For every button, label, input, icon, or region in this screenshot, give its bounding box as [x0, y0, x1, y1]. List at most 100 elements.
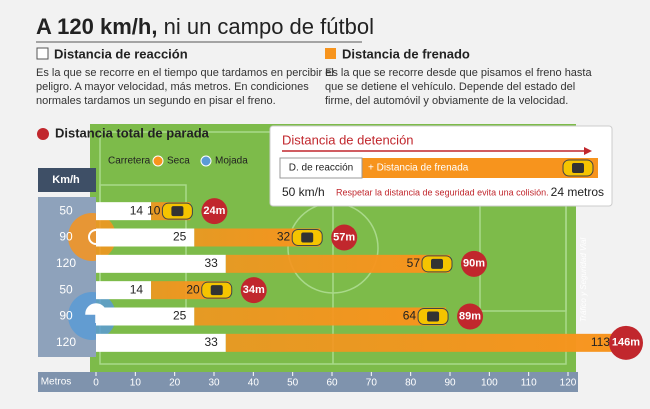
condition-label: Mojada	[215, 156, 248, 167]
legend-label: Distancia total de parada	[55, 125, 210, 140]
value-label: 20	[186, 282, 200, 296]
wet-icon-bg	[68, 292, 116, 340]
header-cell	[38, 168, 96, 192]
total-badge	[201, 198, 228, 225]
value-label: 10	[147, 203, 161, 217]
x-tick-label: 30	[208, 378, 220, 389]
total-label: 34m	[243, 284, 265, 296]
road-label: Carretera	[108, 156, 151, 167]
car	[161, 202, 193, 220]
total-badge	[240, 277, 267, 304]
dry-icon-bg	[68, 213, 116, 261]
x-tick-label: 40	[248, 378, 260, 389]
value-label: 32	[277, 230, 291, 244]
car-window	[427, 311, 440, 322]
description: peligro. A mayor velocidad, más metros. …	[36, 81, 309, 93]
bar	[96, 307, 195, 326]
x-tick-label: 90	[444, 378, 456, 389]
bar	[96, 228, 195, 247]
example-arrowhead	[584, 147, 592, 155]
x-tick-label: 60	[326, 378, 338, 389]
bar	[225, 254, 450, 273]
car	[291, 229, 323, 246]
value-label: 33	[204, 256, 218, 270]
value-label: 113	[591, 335, 610, 349]
example-speed: 50 km/h	[282, 185, 325, 199]
value-label: 25	[173, 230, 187, 244]
x-axis-label: Metros	[41, 377, 72, 388]
title-bold: A 120 km/h,	[36, 14, 157, 39]
value-label: 14	[130, 282, 144, 296]
y-tick-label: 90	[59, 230, 73, 244]
legend-swatch	[37, 128, 49, 140]
value-label: 25	[173, 309, 187, 323]
bar	[225, 333, 641, 352]
value-label: 14	[130, 203, 144, 217]
legend-label: Distancia de frenado	[342, 46, 470, 61]
car	[421, 255, 453, 273]
x-tick-label: 70	[366, 378, 378, 389]
bar	[96, 281, 152, 300]
total-badge	[331, 224, 358, 251]
total-badge	[461, 250, 487, 277]
x-tick-label: 80	[405, 378, 417, 389]
example-result: 24 metros	[551, 185, 604, 199]
bar	[96, 202, 152, 221]
value-label: 33	[204, 335, 218, 349]
y-tick-label: 120	[56, 256, 76, 270]
description: Es la que se recorre desde que pisamos e…	[325, 67, 592, 79]
example-title: Distancia de detención	[282, 132, 414, 147]
value-label: 57	[407, 256, 421, 270]
example-note: Respetar la distancia de seguridad evita…	[336, 187, 549, 197]
chart-title: A 120 km/h, ni un campo de fútbol	[36, 14, 374, 39]
legend-swatch	[325, 48, 336, 59]
dry-swatch	[152, 155, 164, 167]
y-tick-label: 120	[56, 335, 76, 349]
title-rest: ni un campo de fútbol	[164, 14, 374, 39]
description: Es la que se recorre en el tiempo que ta…	[36, 67, 334, 79]
total-label: 89m	[459, 310, 481, 322]
y-axis-label: Km/h	[52, 174, 80, 186]
car-window	[431, 258, 443, 269]
legend-label: Distancia de reacción	[54, 46, 188, 61]
axis-strip	[38, 372, 578, 392]
total-badge	[457, 303, 484, 330]
car	[417, 308, 449, 325]
total-label: 146m	[612, 337, 640, 349]
x-tick-label: 110	[521, 378, 537, 389]
example-reaction-bar	[279, 157, 363, 179]
y-tick-label: 50	[59, 282, 73, 296]
wet-swatch	[200, 155, 212, 167]
x-tick-label: 10	[130, 378, 142, 389]
x-tick-label: 20	[169, 378, 181, 389]
bar	[96, 254, 226, 273]
source: Tráfico y Seguridad Vial	[579, 238, 588, 322]
bar	[194, 228, 321, 247]
total-label: 90m	[463, 258, 485, 270]
value-label: 64	[403, 309, 417, 323]
x-tick-label: 120	[560, 378, 577, 389]
example-braking: + Distancia de frenada	[368, 163, 469, 174]
x-tick-label: 50	[287, 378, 299, 389]
total-label: 57m	[333, 231, 355, 243]
example-reaction: D. de reacción	[289, 163, 353, 174]
y-tick-label: 90	[59, 309, 73, 323]
total-label: 24m	[203, 205, 225, 217]
car-window	[210, 285, 223, 296]
car-window	[171, 206, 184, 217]
description: normales tardamos un segundo en pisar el…	[36, 95, 276, 107]
car	[562, 159, 594, 177]
car-window	[301, 232, 314, 243]
description: firme, del automóvil y obviamente de la …	[325, 95, 568, 107]
condition-label: Seca	[167, 156, 190, 167]
description: que se detiene el vehículo. Depende del …	[325, 81, 575, 93]
y-tick-label: 50	[59, 203, 73, 217]
total-badge	[609, 325, 643, 360]
x-tick-label: 100	[481, 378, 498, 389]
bar	[194, 307, 447, 326]
car	[201, 281, 233, 299]
legend-swatch	[36, 47, 49, 60]
x-tick-label: 0	[93, 378, 99, 389]
